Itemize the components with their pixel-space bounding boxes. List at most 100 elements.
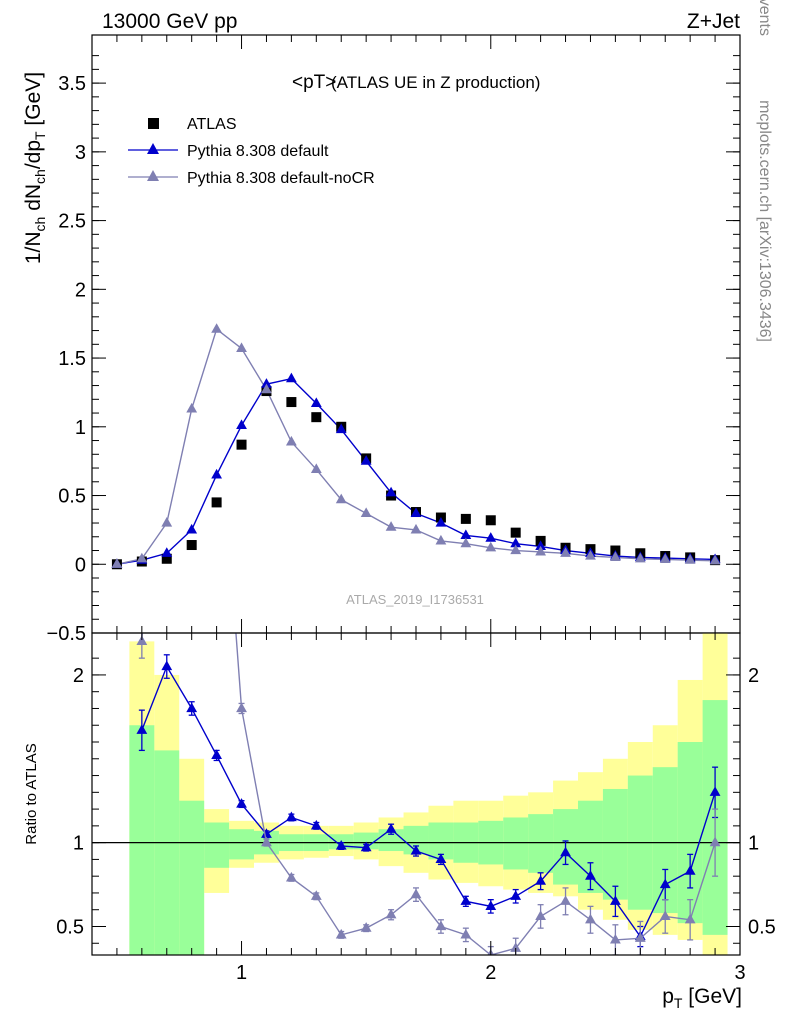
nocr-data-point <box>136 552 148 563</box>
x-axis-label: pT [GeV] <box>662 985 742 1011</box>
nocr-data-point <box>211 323 223 333</box>
default-data-point <box>485 532 497 542</box>
ratio-nocr-point <box>211 367 222 377</box>
nocr-data-point <box>485 541 497 552</box>
ratio-nocr-point <box>236 702 247 713</box>
nocr-data-point <box>236 342 247 353</box>
default-data-point <box>335 423 347 434</box>
ratio-ytick-label-right: 0.5 <box>748 916 776 938</box>
ratio-xtick-label: 1 <box>236 962 247 984</box>
legend-label-nocr: Pythia 8.308 default-noCR <box>187 170 375 187</box>
legend-marker-default <box>147 143 159 154</box>
ratio-nocr-point <box>285 871 297 882</box>
ratio-ytick-label: 1 <box>73 833 84 855</box>
main-ytick-label: 2.5 <box>58 211 86 233</box>
inner-uncertainty-band <box>602 788 628 900</box>
nocr-data-point <box>560 547 571 557</box>
ratio-default-point <box>161 660 173 671</box>
mcplots-label: mcplots.cern.ch [arXiv:1306.3436] <box>756 100 773 342</box>
ratio-default-point <box>310 819 322 830</box>
default-data-point <box>310 397 322 408</box>
nocr-data-point <box>435 534 447 545</box>
default-data-point <box>186 523 198 534</box>
inner-uncertainty-band <box>179 800 205 955</box>
default-data-point <box>385 486 397 497</box>
nocr-data-point <box>410 523 422 534</box>
nocr-data-point <box>460 537 472 548</box>
default-data-point <box>460 529 472 539</box>
ratio-default-point <box>684 865 696 875</box>
ratio-xtick-label: 2 <box>485 962 496 984</box>
ratio-default-point <box>485 900 497 910</box>
legend-marker-atlas <box>148 118 159 129</box>
nocr-data-point <box>360 507 372 517</box>
ratio-ytick-label-right: 2 <box>748 665 759 687</box>
ratio-nocr-point <box>709 836 721 847</box>
ratio-nocr-point <box>410 888 422 899</box>
ratio-default-point <box>510 890 522 900</box>
atlas-data-point <box>460 513 471 524</box>
inner-uncertainty-band <box>154 750 180 955</box>
atlas-data-point <box>161 553 172 564</box>
nocr-data-point <box>585 550 596 560</box>
ratio-default-point <box>535 875 547 885</box>
ratio-default-point <box>335 839 347 850</box>
ratio-default-point <box>385 823 397 833</box>
legend-marker-nocr <box>147 170 159 181</box>
main-ytick-label: 3 <box>75 142 86 164</box>
legend: ATLAS Pythia 8.308 default Pythia 8.308 … <box>128 116 375 187</box>
ratio-ytick-label: 2 <box>73 665 84 687</box>
inner-uncertainty-band <box>353 832 379 850</box>
ratio-nocr-point <box>385 908 397 919</box>
ratio-nocr-point <box>310 890 322 900</box>
ratio-default-point <box>211 749 223 760</box>
ratio-nocr-point <box>684 913 696 924</box>
nocr-data-point <box>709 554 721 565</box>
inner-uncertainty-band <box>229 829 254 860</box>
default-data-point <box>236 419 247 430</box>
default-data-point <box>211 468 223 479</box>
watermark-label: ATLAS_2019_I1736531 <box>346 592 484 607</box>
nocr-data-point <box>634 552 646 563</box>
nocr-data-point <box>261 383 272 394</box>
ratio-default-point <box>609 895 621 905</box>
atlas-data-point <box>311 412 322 423</box>
inner-uncertainty-band <box>677 742 703 924</box>
ratio-panel: Ratio to ATLAS pT [GeV] <box>23 367 742 1011</box>
main-title: <pT> <box>292 72 336 93</box>
ratio-default-point <box>410 845 422 855</box>
ratio-default-point <box>261 828 272 838</box>
main-subtitle: (ATLAS UE in Z production) <box>331 73 540 92</box>
ratio-ytick-label-right: 1 <box>748 833 759 855</box>
legend-label-atlas: ATLAS <box>187 116 237 133</box>
rivet-version-label: Rivet 3.1.10, ≥ 2.4M events <box>756 0 773 36</box>
ratio-ylabel: Ratio to ATLAS <box>23 743 40 844</box>
default-data-point <box>535 540 547 550</box>
main-series-line <box>116 377 716 565</box>
atlas-data-point <box>286 397 297 408</box>
main-ytick-label: 3.5 <box>58 73 86 95</box>
ratio-nocr-point <box>634 932 646 942</box>
ratio-nocr-point <box>560 895 571 905</box>
ratio-default-point <box>285 811 297 822</box>
ratio-default-point <box>560 846 571 857</box>
process-label: Z+Jet <box>687 10 740 33</box>
ratio-nocr-point <box>585 913 596 924</box>
ratio-xtick-label: 3 <box>734 962 745 984</box>
ratio-default-point <box>585 870 596 880</box>
ratio-default-point <box>659 878 671 889</box>
inner-uncertainty-band <box>528 814 554 873</box>
default-data-point <box>161 547 173 557</box>
ratio-nocr-point <box>659 910 671 921</box>
default-data-point <box>285 372 297 383</box>
ratio-nocr-point <box>609 933 621 944</box>
main-panel: <pT> (ATLAS UE in Z production) ATLAS_20… <box>22 34 741 634</box>
default-data-point <box>410 507 422 517</box>
nocr-data-point <box>285 435 297 446</box>
ratio-ytick-label: 0.5 <box>56 916 84 938</box>
nocr-data-point <box>659 553 671 564</box>
inner-uncertainty-band <box>428 822 454 860</box>
nocr-data-point <box>310 463 322 474</box>
ratio-default-point <box>136 724 148 734</box>
